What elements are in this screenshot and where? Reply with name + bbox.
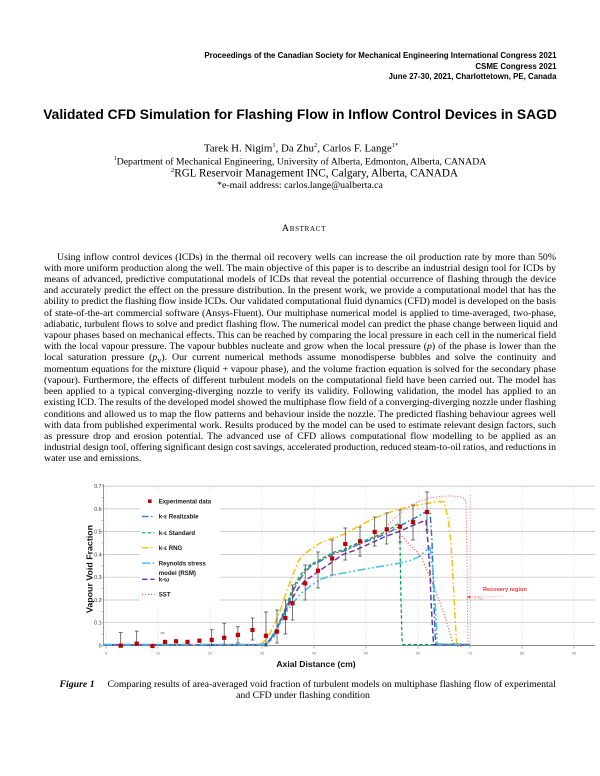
svg-text:p=psat: p=psat (474, 596, 484, 601)
svg-text:0.4: 0.4 (94, 552, 101, 558)
svg-text:k-ω: k-ω (159, 577, 170, 584)
svg-text:Axial Distance (cm): Axial Distance (cm) (276, 659, 355, 669)
svg-text:k-ε Standard: k-ε Standard (159, 530, 196, 537)
svg-text:SST: SST (159, 592, 171, 599)
svg-text:Vapour Void Fraction: Vapour Void Fraction (86, 525, 95, 613)
svg-text:model (RSM): model (RSM) (159, 570, 196, 577)
svg-text:0: 0 (105, 651, 108, 656)
svg-text:0.6: 0.6 (94, 507, 101, 513)
svg-text:50: 50 (364, 651, 369, 656)
svg-text:0.7: 0.7 (94, 484, 101, 490)
svg-text:30: 30 (260, 651, 265, 656)
svg-text:0.5: 0.5 (94, 530, 101, 536)
svg-text:Experimental data: Experimental data (159, 498, 212, 505)
svg-text:90: 90 (572, 651, 577, 656)
svg-text:Reynolds stress: Reynolds stress (159, 560, 207, 567)
svg-text:0.1: 0.1 (94, 621, 101, 627)
svg-text:k-ε RNG: k-ε RNG (159, 545, 183, 552)
svg-text:60: 60 (416, 651, 421, 656)
svg-text:0.3: 0.3 (94, 575, 101, 581)
svg-text:10: 10 (156, 651, 161, 656)
svg-text:0.2: 0.2 (94, 598, 101, 604)
svg-text:0: 0 (99, 644, 102, 650)
svg-text:40: 40 (312, 651, 317, 656)
svg-text:70: 70 (468, 651, 473, 656)
svg-text:k-ε Realizable: k-ε Realizable (159, 514, 199, 521)
svg-text:20: 20 (208, 651, 213, 656)
svg-text:80: 80 (520, 651, 525, 656)
svg-text:Recovery region: Recovery region (483, 587, 527, 593)
